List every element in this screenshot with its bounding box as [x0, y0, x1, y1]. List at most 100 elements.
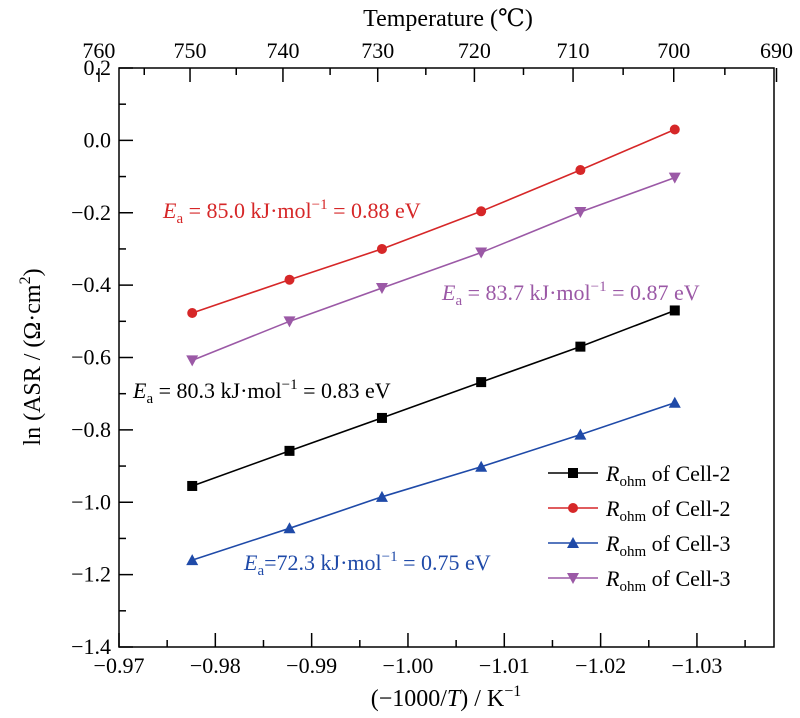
x-tick-label: −1.01 [479, 653, 530, 678]
ann-sub: a [257, 563, 264, 579]
ann-text2: = 0.75 eV [398, 550, 491, 575]
data-point [283, 316, 296, 328]
ann-text1: = 83.7 kJ·mol [462, 280, 591, 305]
xlabel-prefix: (−1000/ [371, 686, 448, 712]
ann-sup: −1 [591, 279, 607, 295]
y-tick-label: −0.6 [71, 345, 111, 370]
top-tick-label: 730 [361, 38, 394, 63]
data-point [475, 247, 488, 259]
top-tick-label: 710 [557, 38, 590, 63]
y-tick-label: 0.2 [84, 55, 112, 80]
x-axis-title: (−1000/T) / K−1 [371, 683, 522, 712]
data-point [574, 207, 587, 219]
legend-item: Rohm of Cell-2 [548, 461, 730, 490]
y-tick-label: 0.0 [84, 127, 112, 152]
x-tick-label: −1.02 [575, 653, 626, 678]
data-point [284, 445, 295, 456]
x-tick-label: −1.00 [383, 653, 434, 678]
series-line [191, 401, 676, 561]
data-point [669, 305, 680, 316]
data-point [283, 522, 296, 534]
x-tick-label: −0.99 [286, 653, 337, 678]
series-0 [187, 305, 680, 491]
legend-item: Rohm of Cell-2 [548, 496, 730, 525]
x-ticks: −0.97 −0.98 −0.99 −1.00 −1.01 −1.02 −1.03 [94, 633, 746, 678]
y-tick-label: −0.4 [71, 272, 111, 297]
ann-sup: −1 [312, 197, 328, 213]
ylabel-main: ln (ASR / (Ω·cm [20, 284, 46, 445]
ann-text2: = 0.87 eV [607, 280, 700, 305]
data-point [376, 412, 387, 423]
xlabel-suffix: ) / K [460, 686, 505, 712]
ann-main: E [162, 198, 177, 223]
data-point [375, 283, 388, 295]
ann-sub: a [455, 293, 462, 309]
top-ticks: 760 750 740 730 720 710 700 690 [82, 38, 793, 82]
legend: Rohm of Cell-2 Rohm of Cell-2 Rohm of Cell… [548, 461, 730, 595]
data-point [568, 468, 578, 478]
series-3 [186, 172, 681, 367]
xlabel-var: T [447, 686, 462, 712]
y-tick-label: −1.4 [71, 634, 111, 659]
top-tick-label: 760 [82, 38, 115, 63]
legend-item: Rohm of Cell-3 [548, 566, 730, 595]
ann-text2: = 0.88 eV [328, 198, 421, 223]
ann-sup: −1 [282, 377, 298, 393]
y-tick-label: −1.2 [71, 562, 111, 587]
ann-sub: a [176, 211, 183, 227]
data-point [186, 554, 199, 566]
annotation-cell3-purple: Ea = 83.7 kJ·mol−1 = 0.87 eV [441, 279, 700, 309]
top-tick-label: 690 [760, 38, 793, 63]
data-point [375, 490, 388, 502]
y-axis-title: ln (ASR / (Ω·cm2) [17, 268, 46, 445]
top-tick-label: 720 [458, 38, 491, 63]
y-ticks: −1.4 −1.2 −1.0 −0.8 −0.6 −0.4 −0.2 0.0 0.2 [71, 55, 133, 659]
series-2 [186, 396, 681, 566]
series-group [186, 124, 681, 566]
series-line [191, 176, 676, 362]
ann-main: E [441, 280, 456, 305]
data-point [668, 396, 681, 408]
data-point [575, 341, 586, 352]
top-tick-label: 750 [174, 38, 207, 63]
data-point [668, 172, 681, 184]
ann-text2: = 0.83 eV [298, 378, 391, 403]
x-tick-label: −0.98 [190, 653, 241, 678]
data-point [568, 503, 578, 513]
series-line [191, 128, 676, 314]
series-line [191, 309, 676, 487]
ann-sup: −1 [382, 549, 398, 565]
y-tick-label: −1.0 [71, 489, 111, 514]
data-point [284, 274, 295, 285]
data-point [574, 428, 587, 440]
y-tick-label: −0.8 [71, 417, 111, 442]
legend-item: Rohm of Cell-3 [548, 531, 730, 560]
data-point [575, 165, 586, 176]
legend-label: Rohm of Cell-3 [605, 531, 730, 560]
series-1 [187, 124, 680, 318]
legend-label: Rohm of Cell-3 [605, 566, 730, 595]
top-axis-title: Temperature (℃) [363, 6, 533, 32]
annotation-cell2-red: Ea = 85.0 kJ·mol−1 = 0.88 eV [162, 197, 421, 227]
ann-text1: = 85.0 kJ·mol [183, 198, 312, 223]
data-point [376, 243, 387, 254]
data-point [187, 307, 198, 318]
annotation-cell3-blue: Ea=72.3 kJ·mol−1 = 0.75 eV [243, 549, 491, 579]
annotation-cell2-black: Ea = 80.3 kJ·mol−1 = 0.83 eV [132, 377, 391, 407]
data-point [186, 355, 199, 367]
ann-main: E [243, 550, 258, 575]
xlabel-sup: −1 [504, 683, 521, 700]
ylabel-sup: 2 [17, 276, 34, 284]
data-point [187, 480, 198, 491]
ann-main: E [132, 378, 147, 403]
data-point [567, 537, 579, 548]
y-tick-label: −0.2 [71, 200, 111, 225]
ann-text1: = 80.3 kJ·mol [153, 378, 282, 403]
x-tick-label: −1.03 [671, 653, 722, 678]
x-tick-label: −0.97 [94, 653, 145, 678]
data-point [475, 460, 488, 472]
ann-text1: =72.3 kJ·mol [264, 550, 382, 575]
legend-label: Rohm of Cell-2 [605, 461, 730, 490]
top-tick-label: 700 [657, 38, 690, 63]
